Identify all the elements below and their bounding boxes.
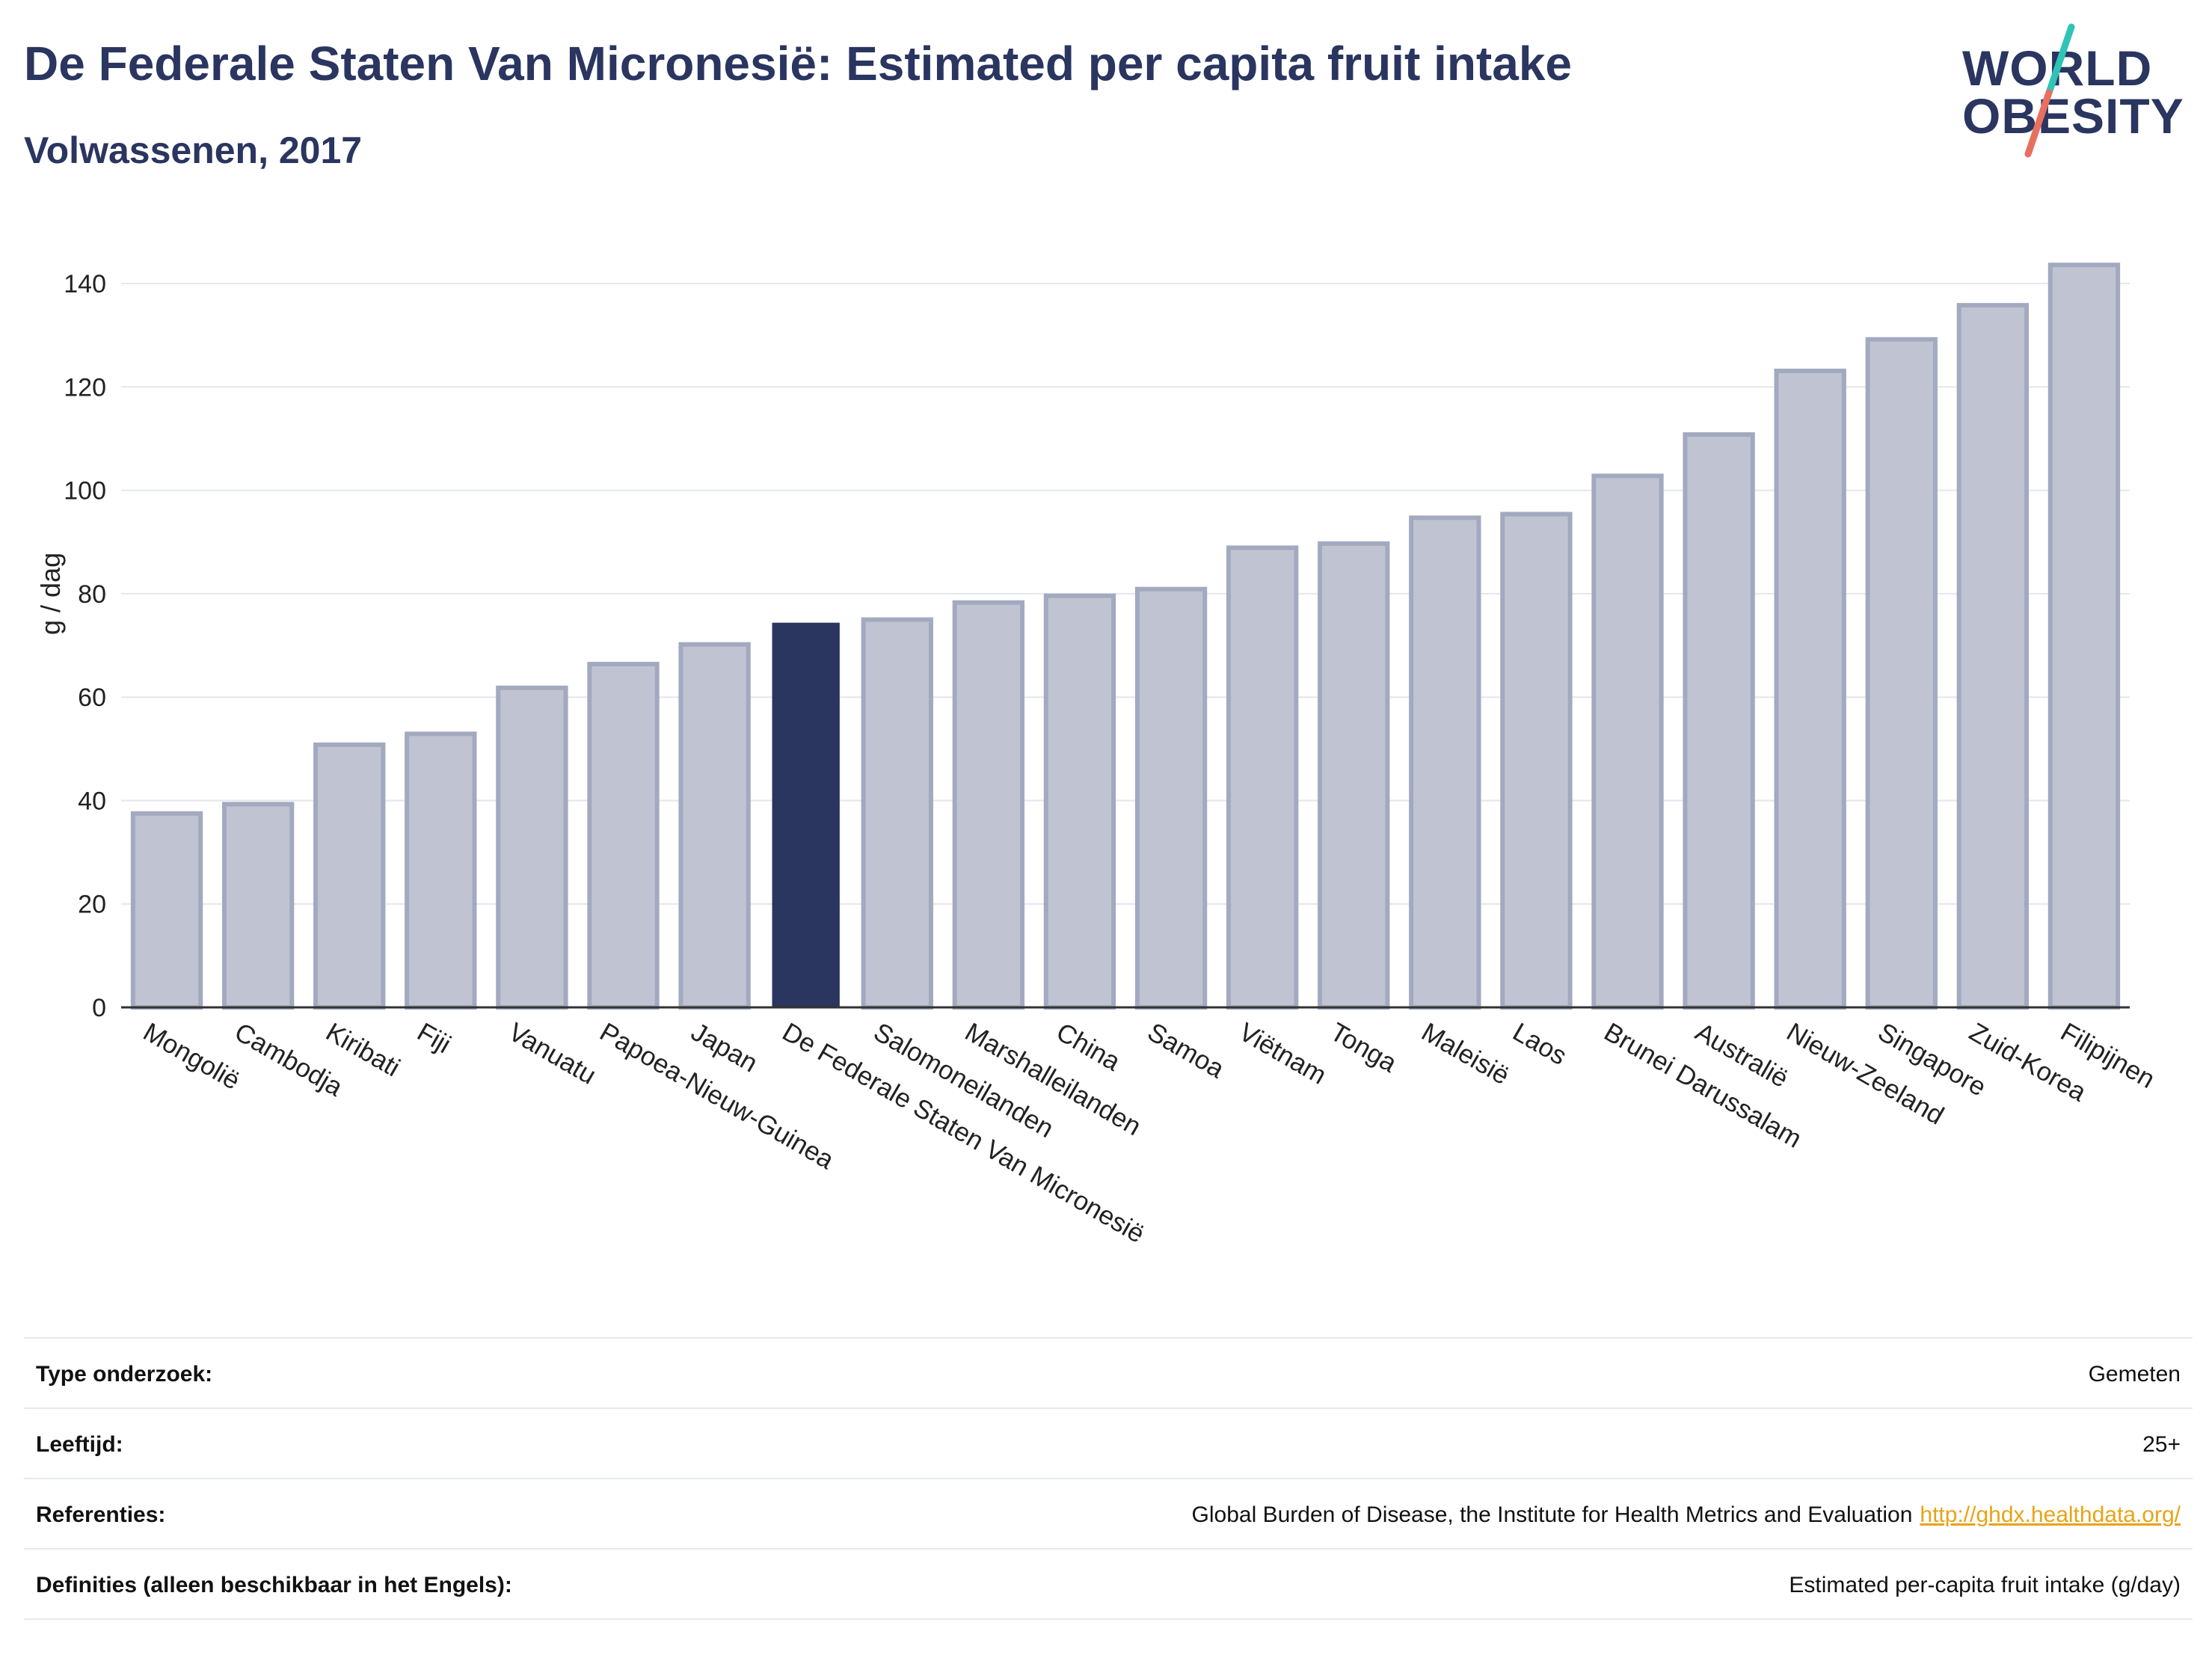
reference-text: Global Burden of Disease, the Institute … bbox=[1191, 1502, 1913, 1527]
y-tick-label: 140 bbox=[64, 270, 106, 298]
bar bbox=[678, 642, 751, 1010]
logo-slash-icon bbox=[2024, 23, 2075, 158]
x-tick-label: Laos bbox=[1508, 1017, 1571, 1071]
bar bbox=[1774, 368, 1846, 1010]
y-tick-label: 120 bbox=[64, 373, 106, 402]
info-value: Global Burden of Disease, the Institute … bbox=[1192, 1500, 2181, 1530]
info-table: Type onderzoek: Gemeten Leeftijd: 25+ Re… bbox=[24, 1337, 2193, 1620]
info-row-references: Referenties: Global Burden of Disease, t… bbox=[24, 1479, 2193, 1550]
bar bbox=[861, 617, 933, 1010]
y-tick-label: 100 bbox=[64, 477, 106, 506]
bar bbox=[1226, 545, 1299, 1010]
bar bbox=[1683, 432, 1755, 1010]
bar bbox=[1500, 512, 1573, 1010]
x-tick-label: Fiji bbox=[412, 1017, 455, 1059]
x-tick-label: Maleisië bbox=[1416, 1017, 1514, 1090]
bar bbox=[587, 661, 660, 1010]
y-tick-label: 20 bbox=[78, 891, 106, 919]
bar bbox=[130, 811, 203, 1010]
bar bbox=[313, 742, 386, 1010]
bar bbox=[405, 731, 477, 1010]
y-axis-title: g / dag bbox=[35, 553, 66, 635]
info-value: Estimated per-capita fruit intake (g/day… bbox=[1789, 1573, 2181, 1597]
chart-title: De Federale Staten Van Micronesië: Estim… bbox=[24, 37, 1572, 90]
bar bbox=[1409, 515, 1481, 1010]
chart-subtitle: Volwassenen, 2017 bbox=[24, 129, 363, 171]
logo-word-obesity: OBESITY bbox=[1962, 88, 2184, 144]
bar bbox=[1591, 473, 1664, 1010]
world-obesity-logo[interactable]: WORLD OBESITY bbox=[1952, 21, 2206, 163]
reference-link[interactable]: http://ghdx.healthdata.org/ bbox=[1920, 1502, 2181, 1527]
y-tick-label: 40 bbox=[78, 787, 106, 815]
info-label: Leeftijd: bbox=[36, 1432, 123, 1457]
info-row-age: Leeftijd: 25+ bbox=[24, 1409, 2193, 1479]
x-tick-label: Samoa bbox=[1143, 1017, 1229, 1084]
bar-chart: 020406080100120140MongoliëCambodjaKiriba… bbox=[35, 262, 2160, 1249]
x-tick-label: Mongolië bbox=[138, 1017, 245, 1096]
bar bbox=[1956, 303, 2030, 1010]
info-row-definitions: Definities (alleen beschikbaar in het En… bbox=[24, 1550, 2193, 1620]
info-row-type: Type onderzoek: Gemeten bbox=[24, 1339, 2193, 1409]
info-label: Type onderzoek: bbox=[36, 1362, 213, 1387]
bar bbox=[1318, 541, 1390, 1010]
x-tick-label: Tonga bbox=[1325, 1017, 1402, 1078]
bar bbox=[1043, 593, 1116, 1010]
bar bbox=[496, 685, 568, 1010]
bar bbox=[2047, 262, 2121, 1010]
x-tick-label: Nieuw-Zeeland bbox=[1782, 1017, 1949, 1130]
y-tick-label: 60 bbox=[78, 684, 106, 712]
x-tick-label: Vanuatu bbox=[503, 1017, 600, 1090]
info-value: 25+ bbox=[2142, 1432, 2181, 1457]
y-tick-label: 0 bbox=[92, 994, 106, 1022]
y-tick-label: 80 bbox=[78, 580, 106, 609]
bar-highlighted bbox=[772, 622, 840, 1007]
bar bbox=[1134, 586, 1208, 1010]
bar bbox=[221, 802, 295, 1010]
bars bbox=[130, 262, 2121, 1010]
bar bbox=[952, 600, 1025, 1010]
info-label: Definities (alleen beschikbaar in het En… bbox=[36, 1573, 512, 1597]
info-label: Referenties: bbox=[36, 1502, 166, 1527]
info-value: Gemeten bbox=[2088, 1362, 2181, 1387]
x-tick-label: Viëtnam bbox=[1234, 1017, 1331, 1090]
bar bbox=[1865, 337, 1938, 1010]
